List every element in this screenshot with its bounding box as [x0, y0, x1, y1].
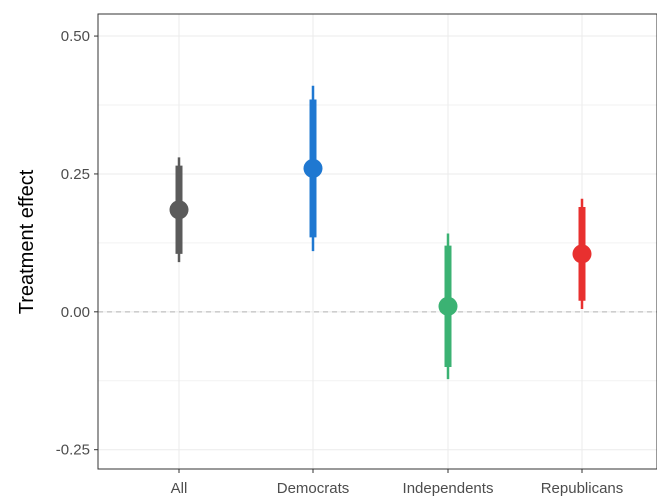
point-estimate-democrats — [303, 158, 323, 178]
estimate-group-democrats — [303, 85, 323, 252]
point-estimate-republicans — [572, 244, 592, 264]
y-tick-label: -0.25 — [56, 442, 90, 459]
y-tick-label: 0.25 — [61, 166, 90, 183]
estimate-group-republicans — [572, 198, 592, 310]
plot-border — [97, 13, 657, 470]
point-estimate-all — [169, 200, 189, 220]
y-axis: -0.25 0.00 0.25 0.50 — [56, 28, 98, 459]
point-estimate-independents — [438, 296, 458, 316]
y-tick-label: 0.00 — [61, 304, 90, 321]
estimate-group-all — [169, 157, 189, 263]
x-tick-label-republicans: Republicans — [541, 480, 624, 496]
x-tick-label-democrats: Democrats — [277, 480, 350, 496]
x-tick-label-all: All — [171, 480, 188, 496]
x-axis: All Democrats Independents Republicans — [171, 469, 624, 496]
y-axis-title: Treatment effect — [16, 169, 38, 314]
y-tick-label: 0.50 — [61, 28, 90, 45]
plot-background — [98, 14, 657, 469]
x-tick-label-independents: Independents — [403, 480, 494, 496]
estimate-group-independents — [438, 233, 458, 380]
estimate-marks — [169, 85, 592, 380]
